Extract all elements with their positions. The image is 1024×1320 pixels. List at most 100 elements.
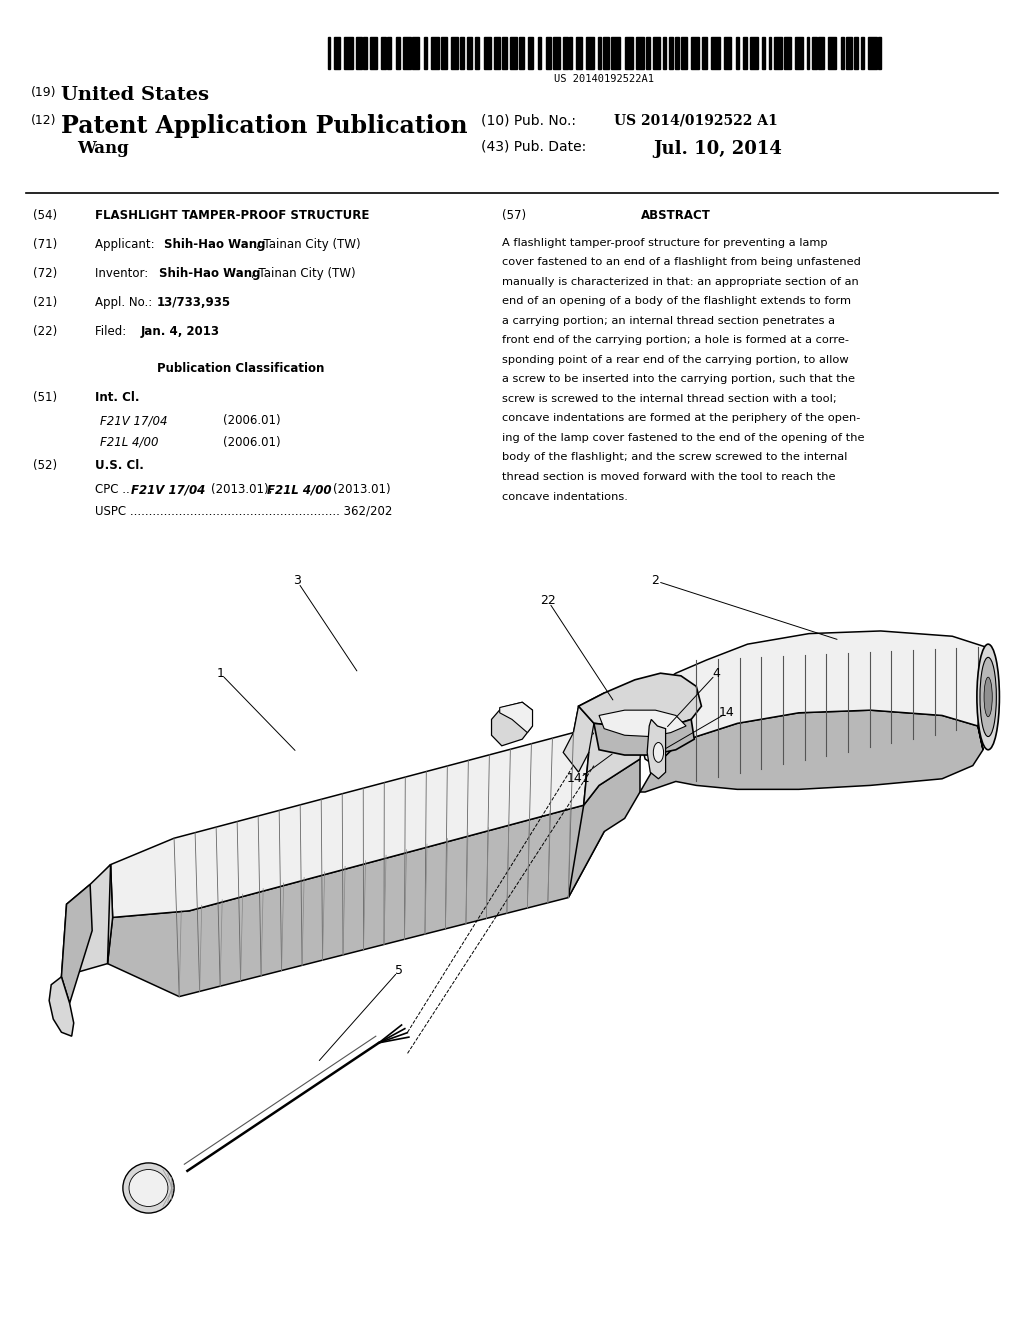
Bar	[575, 37, 582, 69]
Bar	[519, 37, 524, 69]
Text: manually is characterized in that: an appropriate section of an: manually is characterized in that: an ap…	[502, 277, 858, 286]
Bar	[402, 37, 412, 69]
Text: F21L 4/00: F21L 4/00	[100, 436, 159, 449]
Bar	[328, 37, 331, 69]
Text: body of the flashlight; and the screw screwed to the internal: body of the flashlight; and the screw sc…	[502, 453, 847, 462]
Text: (12): (12)	[31, 114, 56, 127]
Bar	[502, 37, 507, 69]
Bar	[701, 37, 708, 69]
Text: Filed:: Filed:	[95, 325, 153, 338]
Bar	[598, 37, 601, 69]
Ellipse shape	[123, 1163, 174, 1213]
Text: 141: 141	[566, 772, 591, 785]
Bar	[431, 37, 439, 69]
Bar	[854, 37, 857, 69]
Text: Appl. No.:: Appl. No.:	[95, 296, 160, 309]
Bar	[653, 37, 660, 69]
Text: (43) Pub. Date:: (43) Pub. Date:	[481, 140, 587, 154]
Text: Patent Application Publication: Patent Application Publication	[61, 114, 468, 137]
Text: concave indentations are formed at the periphery of the open-: concave indentations are formed at the p…	[502, 413, 860, 424]
Text: USPC ........................................................ 362/202: USPC ...................................…	[95, 504, 392, 517]
Polygon shape	[640, 710, 983, 792]
Bar	[510, 37, 516, 69]
Bar	[861, 37, 864, 69]
Bar	[669, 37, 673, 69]
Polygon shape	[500, 702, 532, 733]
Bar	[807, 37, 809, 69]
Bar	[344, 37, 352, 69]
Polygon shape	[579, 673, 701, 726]
Bar	[396, 37, 399, 69]
Text: thread section is moved forward with the tool to reach the: thread section is moved forward with the…	[502, 473, 836, 482]
Bar	[440, 37, 446, 69]
Polygon shape	[90, 865, 113, 964]
Bar	[461, 37, 464, 69]
Text: (10) Pub. No.:: (10) Pub. No.:	[481, 114, 577, 128]
Ellipse shape	[129, 1170, 168, 1206]
Bar	[413, 37, 419, 69]
Bar	[370, 37, 377, 69]
Text: (22): (22)	[33, 325, 57, 338]
Bar	[611, 37, 621, 69]
Polygon shape	[640, 631, 988, 766]
Text: concave indentations.: concave indentations.	[502, 491, 628, 502]
Polygon shape	[647, 719, 666, 779]
Text: CPC ..: CPC ..	[95, 483, 130, 496]
Text: 2: 2	[651, 574, 659, 587]
Text: (21): (21)	[33, 296, 57, 309]
Text: Int. Cl.: Int. Cl.	[95, 391, 139, 404]
Text: 1: 1	[216, 667, 224, 680]
Bar	[841, 37, 844, 69]
Bar	[868, 37, 877, 69]
Bar	[484, 37, 492, 69]
Text: (72): (72)	[33, 267, 57, 280]
Text: front end of the carrying portion; a hole is formed at a corre-: front end of the carrying portion; a hol…	[502, 335, 849, 346]
Bar	[569, 37, 572, 69]
Bar	[646, 37, 650, 69]
Text: Shih-Hao Wang: Shih-Hao Wang	[164, 238, 265, 251]
Bar	[475, 37, 479, 69]
Polygon shape	[492, 702, 532, 746]
Polygon shape	[61, 884, 92, 1003]
Text: Wang: Wang	[77, 140, 129, 157]
Bar	[812, 37, 817, 69]
Text: (54): (54)	[33, 209, 57, 222]
Bar	[827, 37, 836, 69]
Bar	[387, 37, 391, 69]
Text: 4: 4	[713, 667, 721, 680]
Text: 5: 5	[395, 964, 403, 977]
Bar	[625, 37, 633, 69]
Text: (57): (57)	[502, 209, 526, 222]
Polygon shape	[61, 865, 111, 977]
Text: Jul. 10, 2014: Jul. 10, 2014	[653, 140, 782, 158]
Bar	[335, 37, 340, 69]
Bar	[586, 37, 595, 69]
Text: , Tainan City (TW): , Tainan City (TW)	[251, 267, 355, 280]
Bar	[424, 37, 427, 69]
Text: Applicant:: Applicant:	[95, 238, 163, 251]
Text: (52): (52)	[33, 459, 57, 473]
Text: Shih-Hao Wang: Shih-Hao Wang	[159, 267, 260, 280]
Bar	[878, 37, 881, 69]
Polygon shape	[108, 805, 604, 997]
Text: (2013.01): (2013.01)	[333, 483, 390, 496]
Text: (51): (51)	[33, 391, 57, 404]
Text: 3: 3	[293, 574, 301, 587]
Text: 14: 14	[719, 706, 735, 719]
Bar	[762, 37, 765, 69]
Polygon shape	[111, 733, 589, 917]
Bar	[784, 37, 791, 69]
Text: (19): (19)	[31, 86, 56, 99]
Bar	[664, 37, 667, 69]
Bar	[795, 37, 803, 69]
Bar	[676, 37, 679, 69]
Bar	[539, 37, 542, 69]
Bar	[774, 37, 781, 69]
Bar	[494, 37, 500, 69]
Bar	[681, 37, 687, 69]
Ellipse shape	[653, 742, 664, 762]
Text: a screw to be inserted into the carrying portion, such that the: a screw to be inserted into the carrying…	[502, 375, 855, 384]
Bar	[563, 37, 568, 69]
Text: a carrying portion; an internal thread section penetrates a: a carrying portion; an internal thread s…	[502, 315, 835, 326]
Text: (71): (71)	[33, 238, 57, 251]
